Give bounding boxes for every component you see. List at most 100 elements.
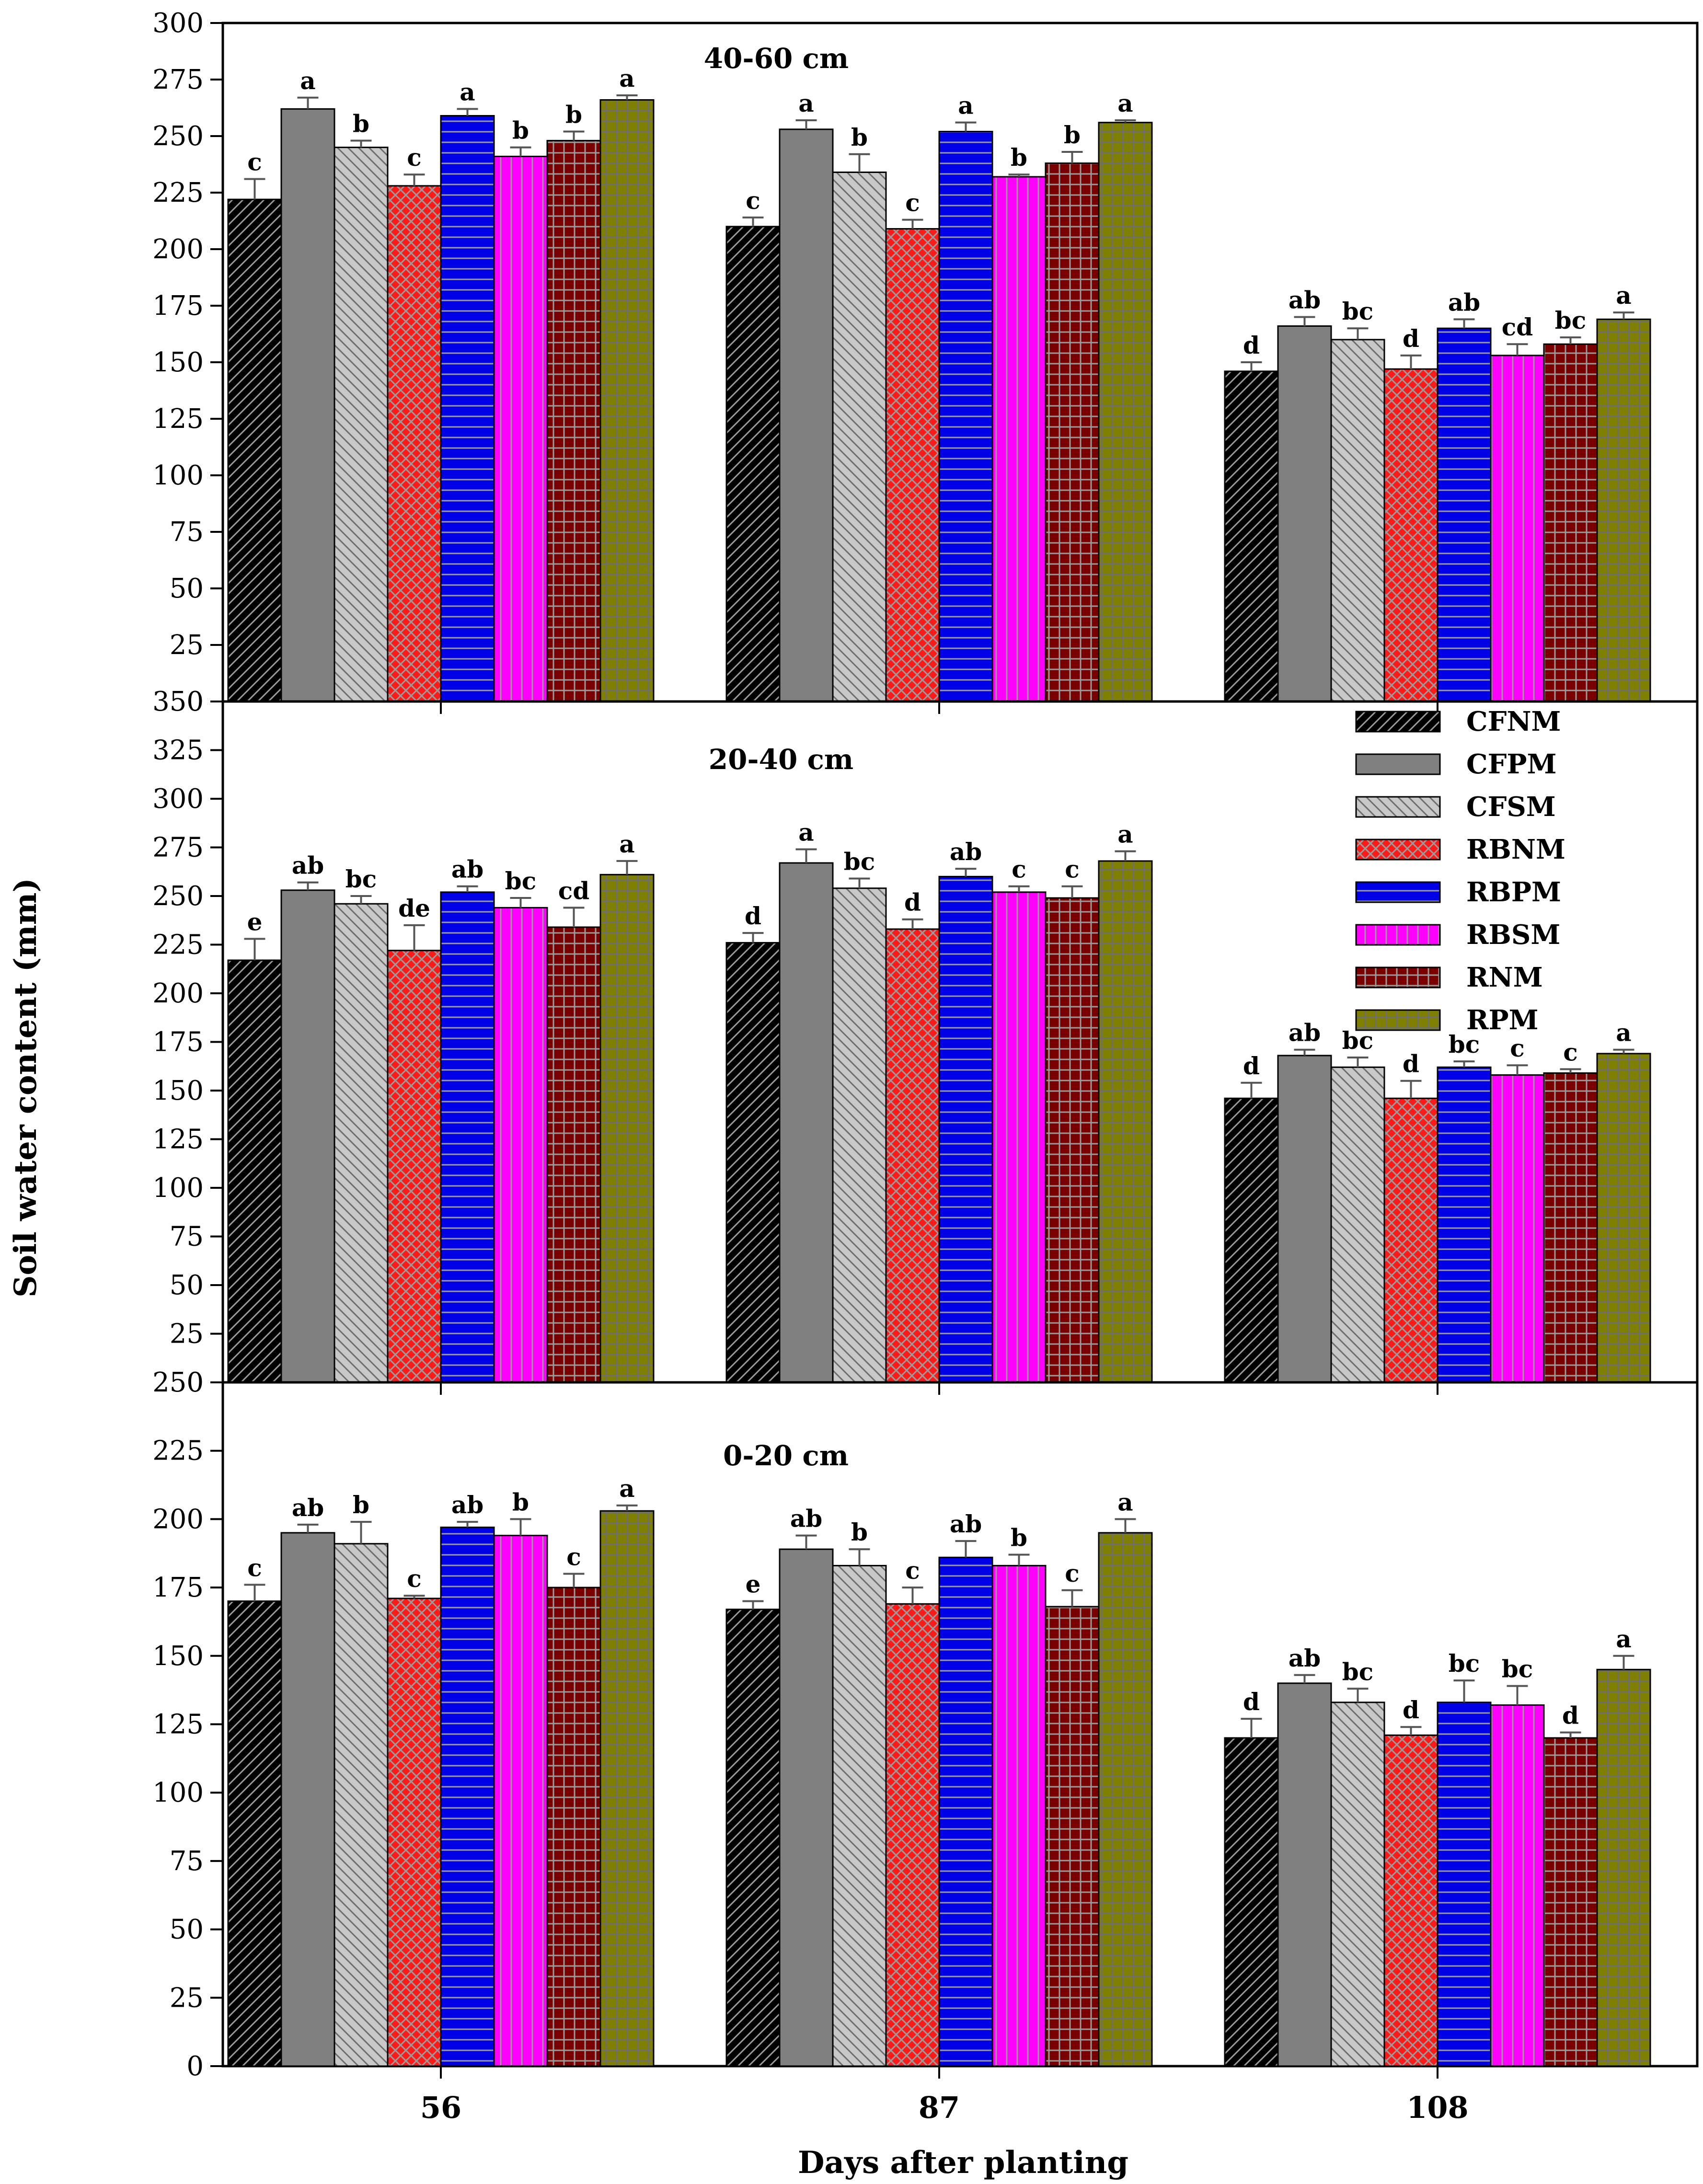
significance-letter: b	[565, 101, 582, 129]
y-tick-label: 275	[152, 64, 204, 95]
y-tick-label: 225	[152, 930, 204, 961]
significance-letter: b	[512, 116, 529, 145]
y-tick-label: 75	[170, 1846, 204, 1877]
bar-cfpm	[779, 1548, 834, 2067]
y-tick-label: 100	[152, 460, 204, 491]
significance-letter: a	[1117, 89, 1133, 117]
significance-letter: ab	[1289, 1019, 1321, 1047]
y-tick-label: 150	[152, 347, 204, 378]
y-axis-title: Soil water content (mm)	[8, 878, 44, 1298]
y-tick-label: 350	[152, 686, 204, 717]
y-tick-label: 125	[152, 1709, 204, 1740]
x-tick-label: 56	[420, 2090, 461, 2125]
bar-cfpm	[1277, 1055, 1332, 1383]
legend-swatch-rnm	[1355, 966, 1441, 989]
significance-letter: d	[1403, 324, 1419, 353]
significance-letter: e	[247, 908, 263, 936]
bar-rnm	[1045, 162, 1100, 702]
panel-label: 40-60 cm	[704, 42, 849, 75]
bar-rnm	[546, 926, 601, 1383]
bar-rpm	[599, 1510, 655, 2067]
significance-letter: e	[746, 1570, 761, 1598]
x-axis-title: Days after planting	[798, 2145, 1128, 2181]
significance-letter: bc	[1555, 306, 1586, 334]
y-tick-label: 0	[186, 1367, 204, 1398]
bar-cfsm	[334, 903, 389, 1383]
y-tick-label: 250	[152, 1367, 204, 1398]
y-tick-label: 50	[170, 1270, 204, 1301]
significance-letter: cd	[1502, 313, 1533, 341]
bar-cfnm	[1224, 1097, 1279, 1383]
y-tick-label: 300	[152, 783, 204, 815]
significance-letter: c	[905, 189, 920, 217]
bar-cfnm	[227, 198, 282, 702]
bar-rpm	[1098, 1532, 1153, 2067]
bar-rbsm	[1490, 1074, 1545, 1383]
significance-letter: bc	[1449, 1649, 1480, 1678]
legend-swatch-rbsm	[1355, 924, 1441, 946]
legend-swatch-rbpm	[1355, 881, 1441, 903]
bar-cfsm	[334, 147, 389, 702]
panels-layer: 56 87 108025507510012515017520022525027530…	[152, 8, 1699, 2125]
y-tick-label: 175	[152, 290, 204, 322]
significance-letter: b	[1064, 121, 1081, 149]
significance-letter: bc	[1342, 1026, 1373, 1055]
bar-rbpm	[440, 115, 495, 702]
y-tick-label: 250	[152, 881, 204, 912]
bar-cfnm	[725, 1609, 781, 2067]
legend-label-rbnm: RBNM	[1466, 834, 1565, 865]
significance-letter: c	[1012, 855, 1026, 884]
bar-rpm	[1596, 1668, 1651, 2067]
bar-rbnm	[387, 1598, 442, 2067]
bar-cfsm	[832, 172, 887, 702]
bar-rpm	[599, 874, 655, 1383]
bar-rbsm	[493, 1535, 548, 2067]
significance-letter: d	[745, 902, 761, 930]
bar-rnm	[1543, 1072, 1598, 1383]
significance-letter: ab	[1448, 288, 1480, 316]
significance-letter: c	[1510, 1034, 1524, 1062]
significance-letter: b	[512, 1488, 529, 1516]
significance-letter: a	[1616, 281, 1631, 310]
y-tick-label: 0	[186, 2051, 204, 2082]
bar-rpm	[1596, 1053, 1651, 1383]
significance-letter: a	[619, 830, 634, 858]
bar-rbpm	[938, 875, 993, 1383]
significance-letter: b	[353, 1491, 369, 1519]
legend: CFNM CFPM CFSM RBNM RBPM RBSM RNM RPM	[1355, 706, 1565, 1036]
legend-swatch-rbnm	[1355, 839, 1441, 861]
significance-letter: c	[1563, 1038, 1577, 1066]
significance-letter: ab	[451, 855, 483, 884]
significance-letter: c	[407, 1564, 421, 1593]
bar-rbnm	[885, 1603, 940, 2067]
bar-rbnm	[387, 185, 442, 702]
significance-letter: bc	[1342, 1657, 1373, 1686]
significance-letter: c	[905, 1556, 920, 1585]
y-tick-label: 225	[152, 1436, 204, 1467]
panel-label: 20-40 cm	[709, 743, 853, 776]
y-tick-label: 125	[152, 403, 204, 435]
significance-letter: bc	[345, 865, 377, 893]
bar-rbsm	[991, 891, 1047, 1383]
bar-rnm	[546, 1586, 601, 2067]
significance-letter: de	[398, 894, 430, 922]
significance-letter: a	[1117, 1488, 1133, 1516]
panel-label: 0-20 cm	[723, 1439, 849, 1472]
legend-label-cfnm: CFNM	[1466, 706, 1561, 737]
y-tick-label: 75	[170, 517, 204, 548]
bar-rbpm	[440, 891, 495, 1383]
bar-cfnm	[1224, 370, 1279, 702]
significance-letter: bc	[505, 867, 536, 895]
bar-cfsm	[832, 887, 887, 1383]
y-tick-label: 100	[152, 1172, 204, 1204]
significance-letter: ab	[292, 1494, 324, 1522]
panel-40-60-cm: 0 25 50 75 100 125 150 175 200 225 250 275 300 40-60 …	[152, 8, 1699, 717]
y-tick-label: 200	[152, 978, 204, 1009]
significance-letter: ab	[1289, 286, 1321, 314]
y-tick-label: 175	[152, 1572, 204, 1603]
legend-swatch-cfnm	[1355, 711, 1441, 733]
bar-cfnm	[227, 959, 282, 1383]
bar-cfsm	[832, 1564, 887, 2067]
bar-rbnm	[1383, 368, 1438, 702]
bar-cfpm	[1277, 325, 1332, 702]
